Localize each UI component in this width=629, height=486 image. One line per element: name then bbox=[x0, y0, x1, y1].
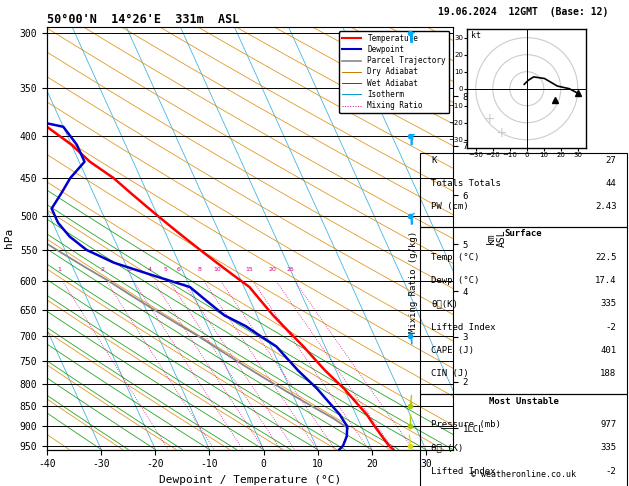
X-axis label: Dewpoint / Temperature (°C): Dewpoint / Temperature (°C) bbox=[159, 475, 341, 485]
Text: θᴇ(K): θᴇ(K) bbox=[431, 299, 458, 309]
Text: PW (cm): PW (cm) bbox=[431, 202, 469, 211]
Text: 401: 401 bbox=[600, 346, 616, 355]
Text: 2.43: 2.43 bbox=[595, 202, 616, 211]
Text: -2: -2 bbox=[606, 467, 616, 476]
Text: Pressure (mb): Pressure (mb) bbox=[431, 420, 501, 429]
Text: 335: 335 bbox=[600, 443, 616, 452]
Text: Lifted Index: Lifted Index bbox=[431, 467, 496, 476]
Text: CAPE (J): CAPE (J) bbox=[431, 346, 474, 355]
Text: 188: 188 bbox=[600, 369, 616, 379]
Text: 5: 5 bbox=[164, 267, 167, 272]
Text: 6: 6 bbox=[177, 267, 181, 272]
Text: +: + bbox=[484, 112, 495, 126]
Text: 44: 44 bbox=[606, 179, 616, 188]
Text: Mixing Ratio (g/kg): Mixing Ratio (g/kg) bbox=[409, 231, 418, 333]
Legend: Temperature, Dewpoint, Parcel Trajectory, Dry Adiabat, Wet Adiabat, Isotherm, Mi: Temperature, Dewpoint, Parcel Trajectory… bbox=[339, 31, 449, 113]
Text: 27: 27 bbox=[606, 156, 616, 165]
Text: 19.06.2024  12GMT  (Base: 12): 19.06.2024 12GMT (Base: 12) bbox=[438, 7, 609, 17]
Text: 1: 1 bbox=[57, 267, 61, 272]
Y-axis label: hPa: hPa bbox=[4, 228, 14, 248]
Text: © weatheronline.co.uk: © weatheronline.co.uk bbox=[471, 469, 576, 479]
Text: 25: 25 bbox=[287, 267, 294, 272]
Text: Dewp (°C): Dewp (°C) bbox=[431, 276, 479, 285]
Text: 17.4: 17.4 bbox=[595, 276, 616, 285]
Bar bbox=[420, 227, 627, 394]
Text: 15: 15 bbox=[245, 267, 253, 272]
Text: 8: 8 bbox=[198, 267, 202, 272]
Text: Lifted Index: Lifted Index bbox=[431, 323, 496, 332]
Bar bbox=[420, 394, 627, 486]
Text: kt: kt bbox=[470, 31, 481, 40]
Text: +: + bbox=[496, 126, 507, 140]
Bar bbox=[420, 153, 627, 227]
Text: 50°00'N  14°26'E  331m  ASL: 50°00'N 14°26'E 331m ASL bbox=[47, 13, 240, 26]
Text: 4: 4 bbox=[147, 267, 152, 272]
Text: Temp (°C): Temp (°C) bbox=[431, 253, 479, 262]
Y-axis label: km
ASL: km ASL bbox=[486, 229, 507, 247]
Text: Surface: Surface bbox=[505, 229, 542, 239]
Text: 3: 3 bbox=[128, 267, 131, 272]
Text: -2: -2 bbox=[606, 323, 616, 332]
Text: 10: 10 bbox=[213, 267, 221, 272]
Text: 22.5: 22.5 bbox=[595, 253, 616, 262]
Text: 20: 20 bbox=[268, 267, 276, 272]
Text: 2: 2 bbox=[101, 267, 104, 272]
Text: CIN (J): CIN (J) bbox=[431, 369, 469, 379]
Text: K: K bbox=[431, 156, 437, 165]
Text: θᴇ (K): θᴇ (K) bbox=[431, 443, 463, 452]
Text: Totals Totals: Totals Totals bbox=[431, 179, 501, 188]
Text: 977: 977 bbox=[600, 420, 616, 429]
Text: 335: 335 bbox=[600, 299, 616, 309]
Text: Most Unstable: Most Unstable bbox=[489, 397, 559, 406]
